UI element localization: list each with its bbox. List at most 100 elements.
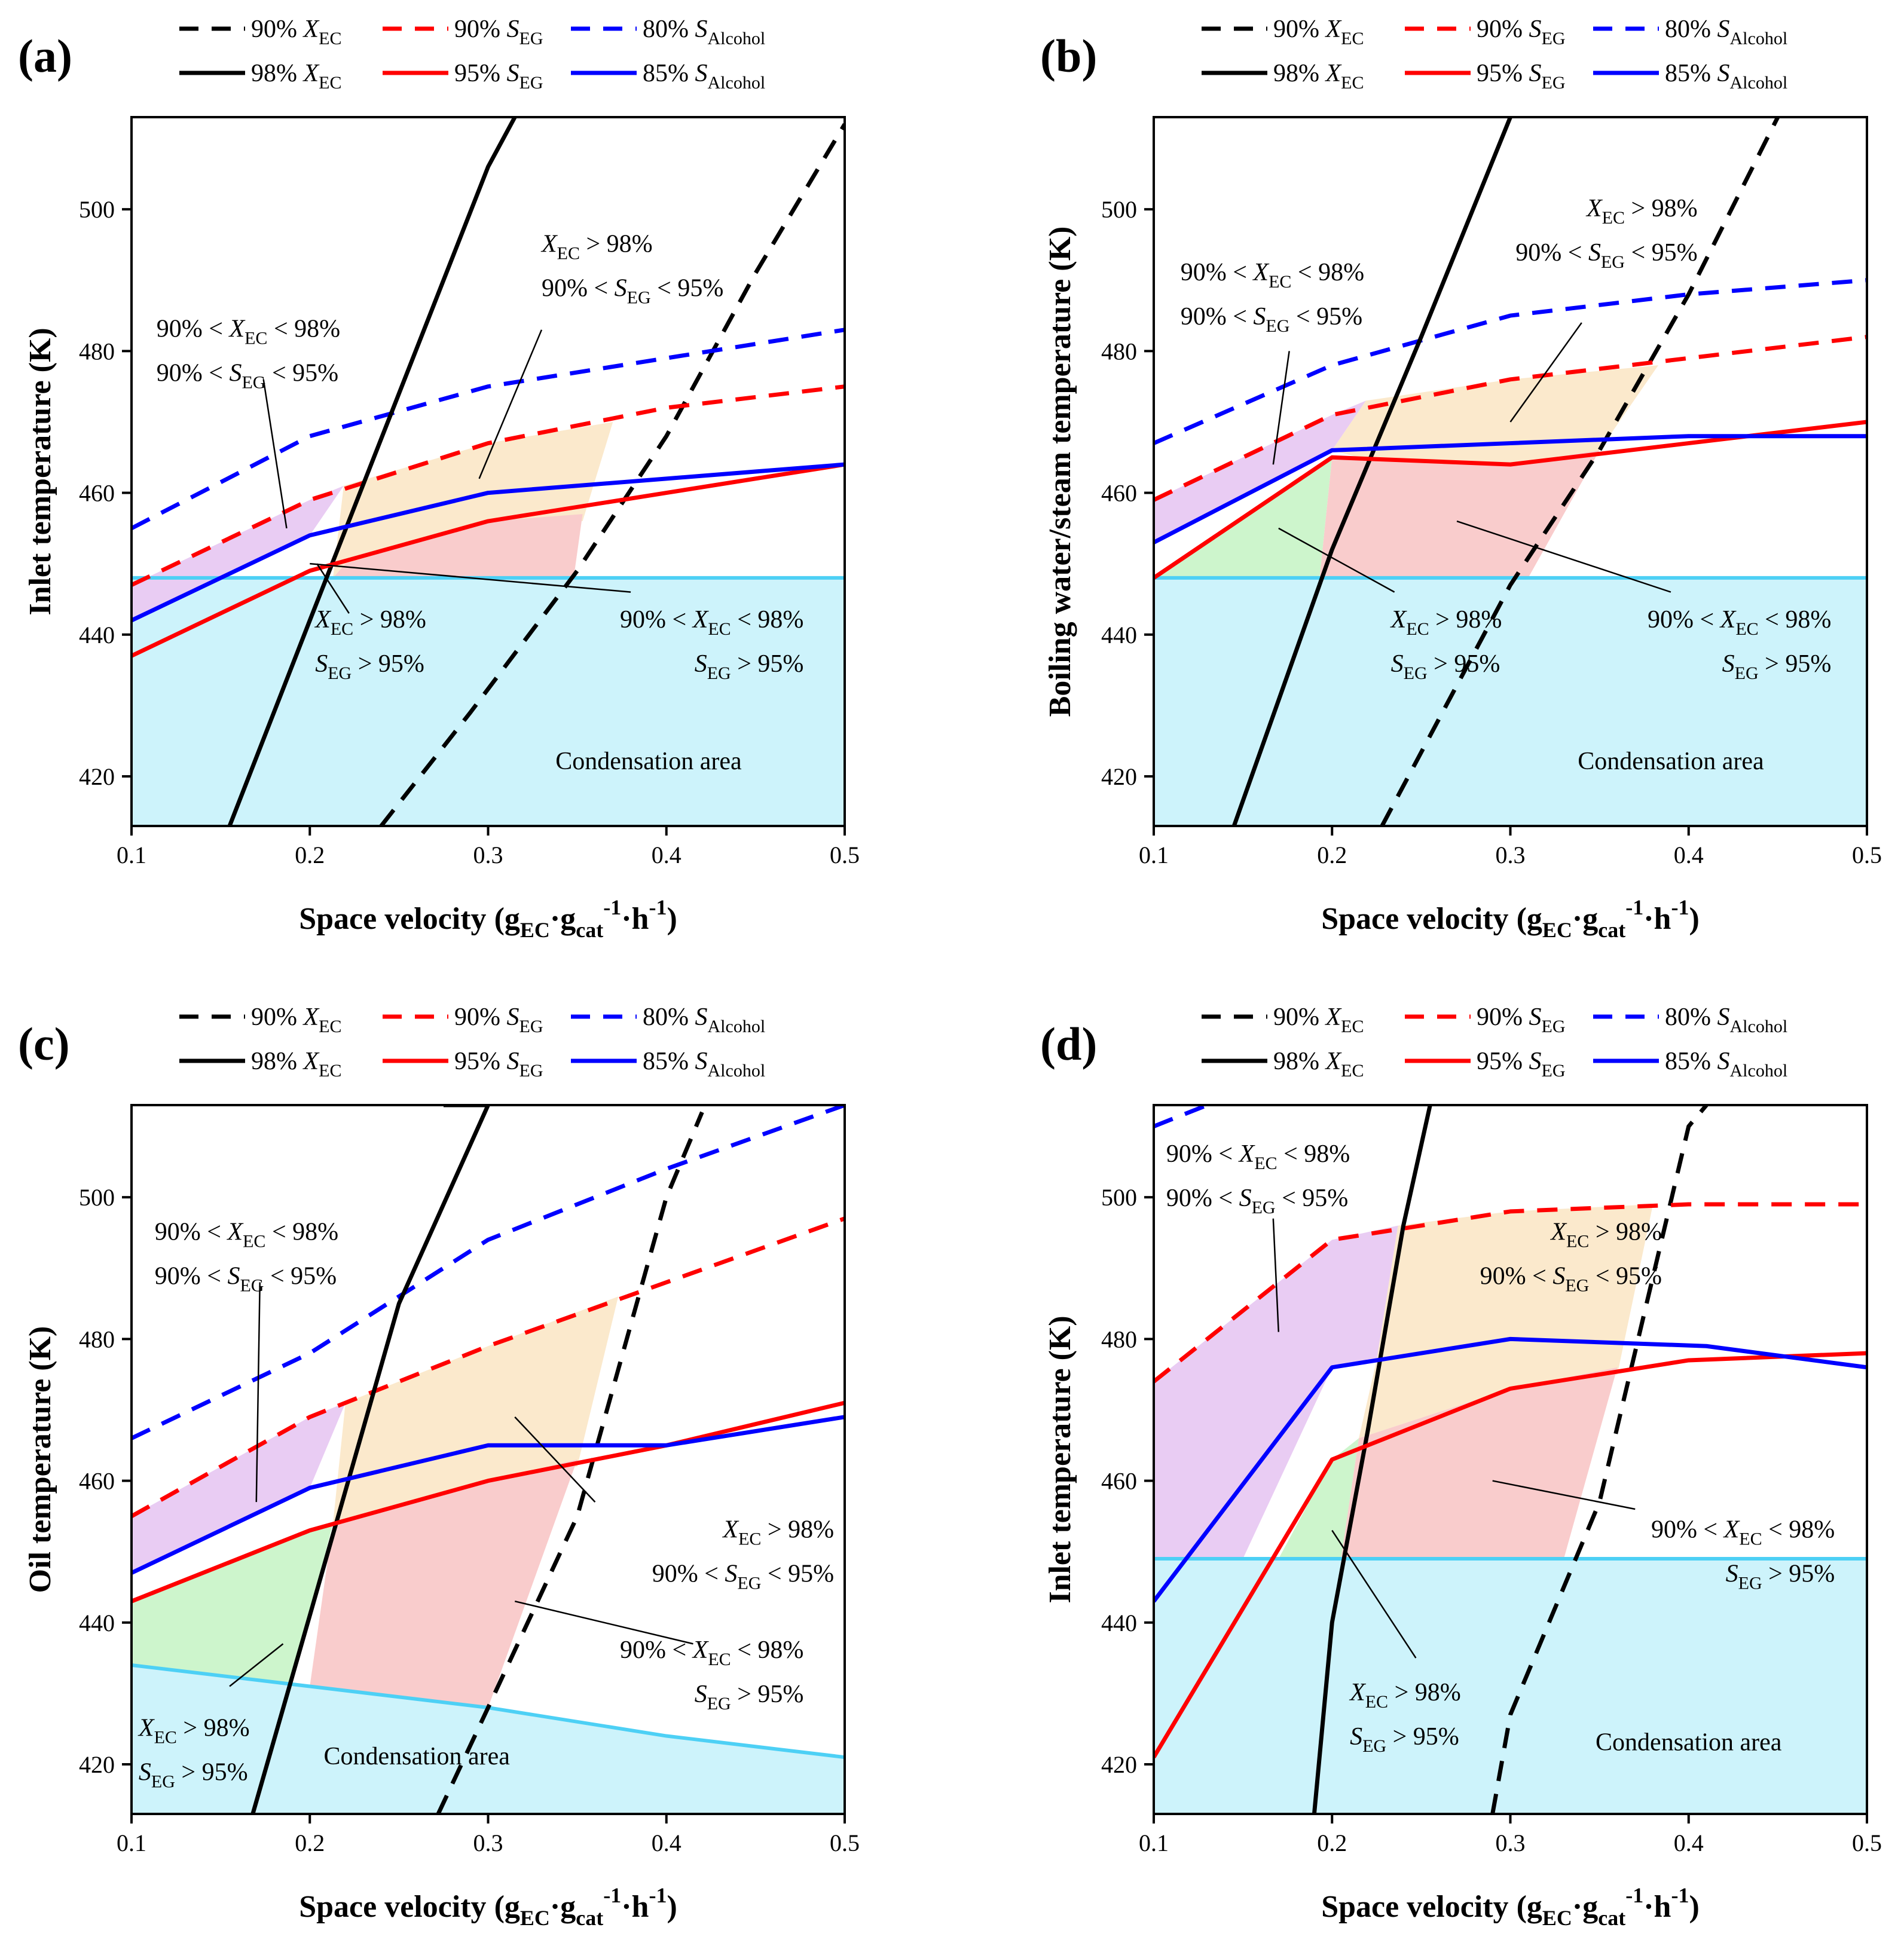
legend-symbol: S [695,1003,708,1031]
y-tick-label: 440 [79,622,115,648]
annotation-symbol: S [1588,239,1601,267]
legend-text: 90% [1477,1003,1529,1031]
x-axis-unit: (g [487,902,520,936]
panel-label: (b) [1040,30,1097,82]
legend-entry-1: 90% SEG [1477,16,1566,48]
legend-subscript: EC [319,73,341,93]
legend-text: 90% [251,1003,304,1031]
x-axis-label-text: Space velocity [299,902,486,936]
x-axis-unit: ·g [1572,1890,1598,1924]
annotation-text: XEC > 98% [137,1715,250,1748]
annotation-pre: 90% < [1648,606,1720,634]
legend-entry-5: 85% SAlcohol [643,60,765,93]
annotation-subscript: EC [1602,208,1625,228]
series-line-3 [250,1105,490,1814]
legend-subscript: EG [519,29,543,48]
x-tick-label: 0.5 [830,1829,860,1856]
annotation-post: < 98% [1291,259,1364,286]
annotation-post: > 95% [175,1759,248,1786]
feasible-region-1 [1358,1204,1654,1439]
annotation-leader-1 [514,1416,596,1503]
chart-panel-3: 0.1 0.2 0.3 0.4 0.5 420 440 460 480 500 Space velo… [1040,1003,1882,1930]
annotation-post: < 95% [264,1262,337,1290]
annotation-subscript: EG [627,287,651,307]
y-tick-label: 480 [79,338,115,365]
annotation-leader-3 [310,562,631,593]
annotation-pre: 90% < [1515,239,1588,267]
annotation-pre: 90% < [155,1218,228,1246]
annotation-post: < 98% [267,316,340,343]
x-axis-unit: EC [1542,918,1572,942]
x-axis-unit: -1 [1625,895,1643,919]
legend-text: 80% [643,1003,695,1031]
annotation-post: > 95% [1762,1560,1835,1587]
legend-entry-2: 80% SAlcohol [1665,1003,1787,1036]
annotation-text: 90% < XEC < 98% [1181,259,1364,292]
legend-text: 85% [1665,60,1717,87]
legend-entry-2: 80% SAlcohol [643,1003,765,1036]
annotation-text: 90% < XEC < 98% [620,606,803,639]
annotation-symbol: X [722,1516,739,1543]
annotation-text: 90% < SEG < 95% [1480,1262,1662,1295]
annotation-symbol: X [1252,259,1270,286]
legend-subscript: EC [319,1061,341,1081]
annotation-pre: 90% < [620,606,693,634]
annotation-leader-3 [514,1600,693,1645]
series-line-5 [1154,434,1867,544]
legend-entry-4: 95% SEG [1477,1048,1566,1081]
legend-entry-2: 80% SAlcohol [643,16,765,48]
annotation-text: XEC > 98% [1349,1679,1461,1712]
annotation-post: > 95% [1428,650,1500,678]
legend-text: 80% [1665,16,1717,43]
legend-subscript: EG [1542,1017,1566,1036]
annotation-subscript: EG [1362,1736,1386,1756]
annotation-symbol: S [1350,1723,1362,1751]
legend-subscript: EG [1542,1061,1566,1081]
legend-text: 95% [454,1048,507,1075]
annotation-pre: 90% < [1181,303,1254,331]
annotation-text: 90% < XEC < 98% [1651,1516,1835,1549]
annotation-subscript: EC [1254,1154,1277,1173]
x-tick-label: 0.1 [1139,1829,1169,1856]
annotation-post: > 98% [1589,1218,1662,1246]
annotation-post: > 98% [1625,195,1698,222]
annotation-leader-2 [316,563,350,614]
feasible-region-0 [132,1403,346,1573]
annotation-post: < 95% [1589,1262,1662,1290]
annotation-symbol: S [695,1681,707,1708]
annotation-pre: 90% < [620,1636,693,1664]
annotation-pre: 90% < [1480,1262,1553,1290]
annotation-subscript: EG [328,663,352,683]
annotation-subscript: EG [1735,663,1759,683]
chart-panel-1: 0.1 0.2 0.3 0.4 0.5 420 440 460 480 500 Space velo… [1040,16,1882,942]
x-axis-unit: ) [667,902,677,936]
condensation-region [1154,1559,1867,1814]
annotation-leader-3 [1456,520,1671,593]
legend-symbol: S [1717,1003,1730,1031]
legend-text: 98% [251,60,304,87]
x-axis-unit: ·g [550,1890,576,1924]
x-tick-label: 0.4 [1674,1829,1704,1856]
legend-subscript: EC [1341,1061,1364,1081]
annotation-post: < 95% [1276,1185,1349,1212]
legend-symbol: S [695,16,708,43]
x-tick-label: 0.3 [473,1829,503,1856]
legend-text: 95% [454,60,507,87]
feasible-region-1 [333,421,613,578]
annotation-subscript: EG [1738,1573,1762,1593]
annotation-post: > 95% [352,650,424,678]
annotation-leader-0 [1272,1218,1280,1332]
x-axis-unit: -1 [603,895,621,919]
x-axis-unit: EC [1542,1906,1572,1930]
x-tick-label: 0.5 [1852,842,1882,868]
annotation-post: > 98% [177,1715,250,1742]
legend-entry-4: 95% SEG [1477,60,1566,93]
legend-text: 85% [643,1048,695,1075]
y-tick-label: 440 [1101,622,1137,648]
legend-entry-3: 98% XEC [1273,1048,1364,1081]
series-line-2 [132,328,845,530]
annotation-text: 90% < SEG < 95% [1166,1185,1348,1217]
x-axis-label-text: Space velocity [299,1890,486,1924]
condensation-area-label: Condensation area [555,748,742,775]
x-axis-unit: ) [667,1890,677,1924]
